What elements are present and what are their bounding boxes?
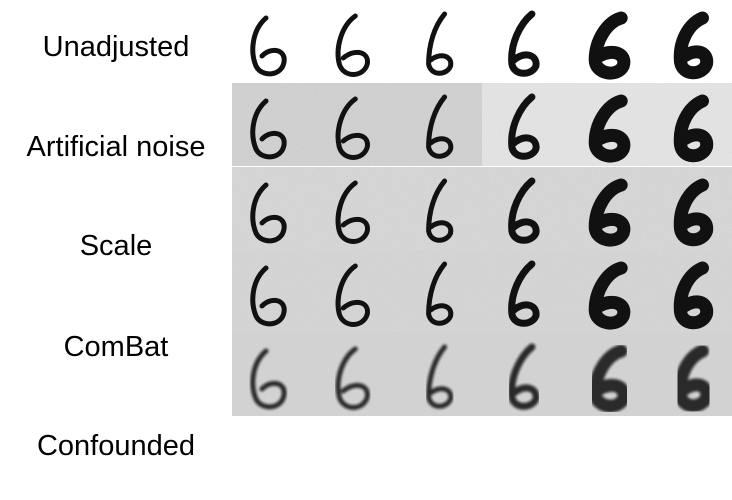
row-label-combat: ComBat — [63, 331, 169, 363]
digit-six-glyph — [673, 261, 714, 330]
digit-six-glyph — [335, 263, 370, 327]
digit-six-glyph — [250, 348, 287, 410]
row-label-scale: Scale — [79, 230, 153, 262]
panel-noise — [232, 83, 732, 166]
digit-six-glyph — [673, 11, 714, 80]
row-label-artificial-noise: Artificial noise — [26, 131, 206, 163]
digit-six-glyph — [426, 94, 454, 159]
digit-six-glyph — [335, 346, 370, 410]
panel-noise — [232, 250, 732, 333]
digit-six-glyph — [673, 178, 714, 247]
digit-six-glyph — [250, 15, 287, 77]
digit-six-glyph — [508, 343, 540, 410]
digit-six-glyph — [588, 344, 631, 413]
digit-six-glyph — [250, 265, 287, 327]
digit-six-glyph — [508, 93, 540, 160]
panel-noise — [232, 333, 732, 416]
digit-six-glyph — [588, 261, 631, 330]
digit-six-glyph — [335, 180, 370, 244]
digit-six-glyph — [426, 344, 454, 409]
digit-six-glyph — [508, 10, 540, 77]
digit-six-glyph — [673, 94, 714, 163]
digit-six-glyph — [673, 344, 714, 413]
digit-six-glyph — [250, 98, 287, 160]
digit-six-glyph — [588, 178, 631, 247]
digit-six-glyph — [335, 13, 370, 77]
digit-six-glyph — [588, 94, 631, 163]
row-label-confounded: Confounded — [36, 430, 196, 462]
digit-six-glyph — [426, 178, 454, 243]
panel-noise — [232, 167, 732, 250]
digit-six-glyph — [588, 11, 631, 80]
digit-six-glyph — [426, 11, 454, 76]
row-label-unadjusted: Unadjusted — [42, 31, 190, 63]
digit-six-glyph — [508, 260, 540, 327]
digit-six-glyph — [508, 177, 540, 244]
digit-six-glyph — [426, 261, 454, 326]
digit-six-glyph — [335, 96, 370, 160]
digit-six-glyph — [250, 182, 287, 244]
